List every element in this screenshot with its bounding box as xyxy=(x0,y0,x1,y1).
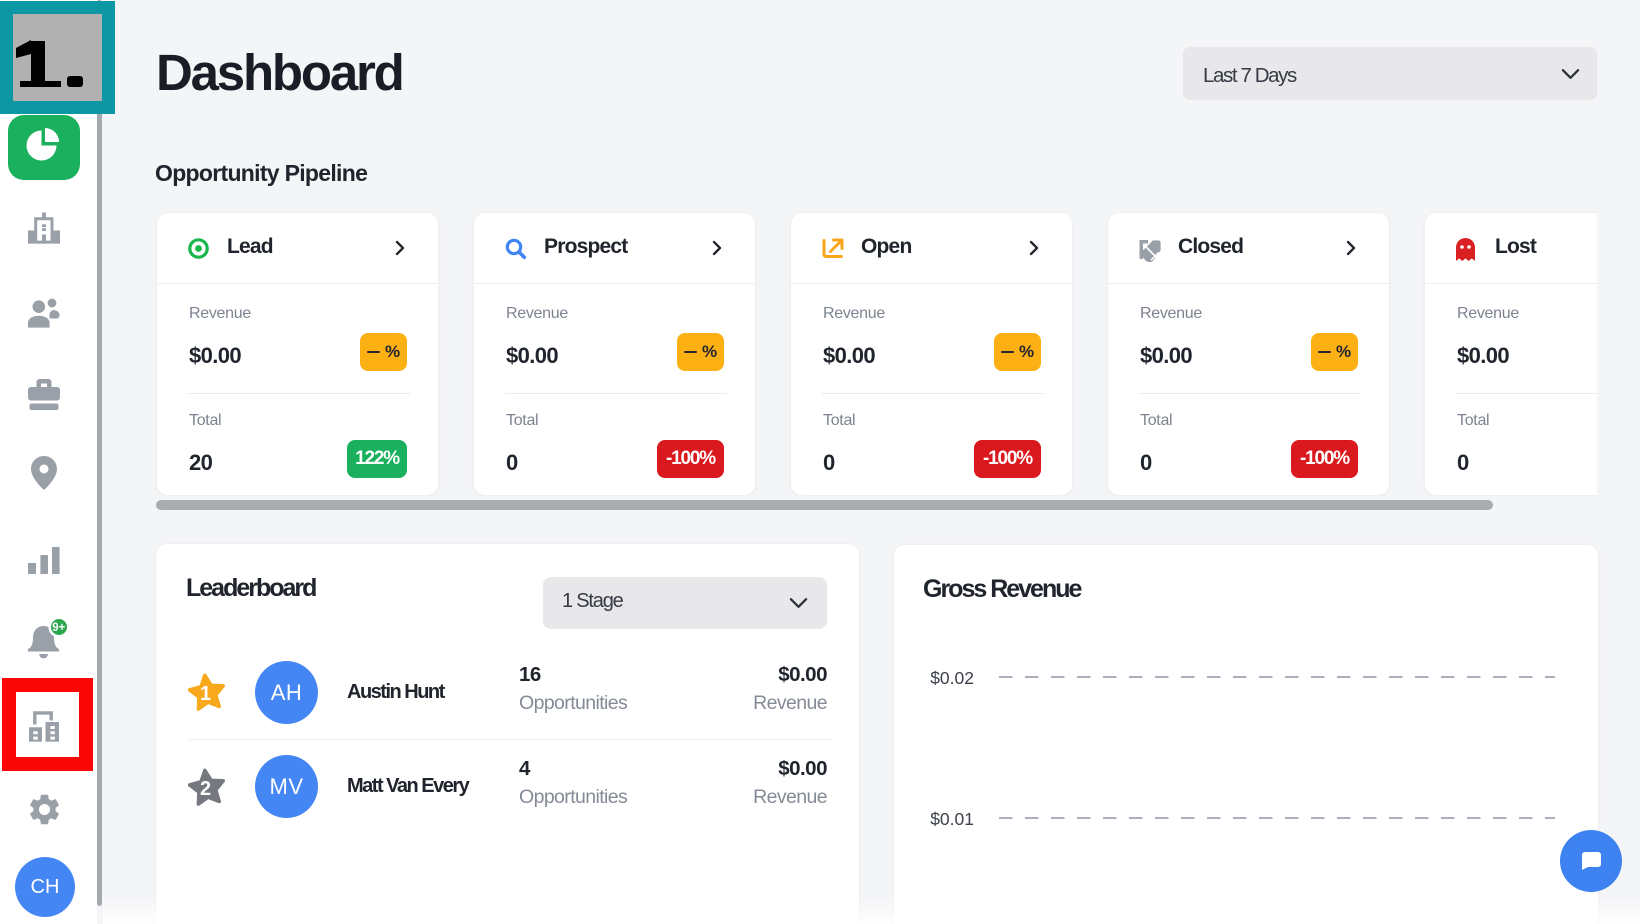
svg-text:9+: 9+ xyxy=(52,622,65,634)
svg-text:2: 2 xyxy=(200,778,211,800)
svg-text:1: 1 xyxy=(200,683,211,705)
